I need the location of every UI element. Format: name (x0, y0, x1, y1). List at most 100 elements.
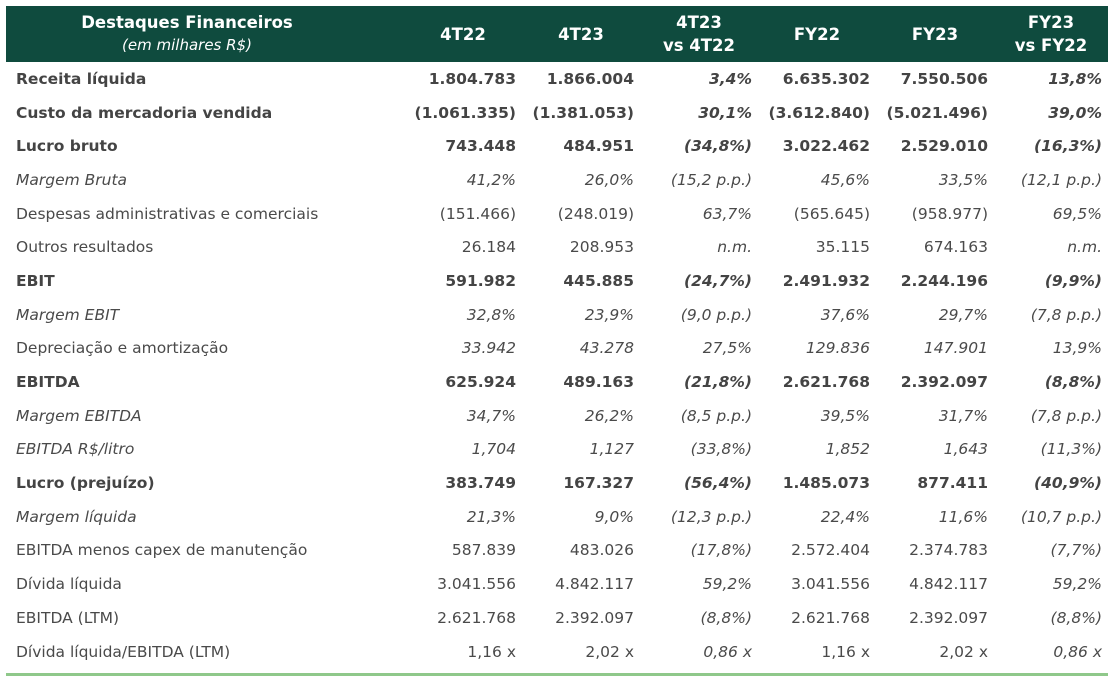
row-value: (15,2 p.p.) (670, 170, 752, 189)
row-value: (7,7%) (1050, 541, 1102, 560)
row-value: 4.842.117 (555, 575, 634, 594)
row-value: 33,5% (938, 170, 988, 189)
row-value: 7.550.506 (900, 69, 988, 88)
row-value: (958.977) (911, 204, 988, 223)
row-value: 1,127 (589, 440, 634, 459)
column-header-line1: 4T23 (558, 24, 604, 44)
column-header-4t23: 4T23 (522, 6, 640, 62)
row-value: (8,8%) (700, 608, 752, 627)
table-row: Custo da mercadoria vendida (1.061.335) (1… (6, 96, 1108, 130)
row-value: 445.885 (563, 271, 634, 290)
row-value: 21,3% (466, 507, 516, 526)
header-title-cell: Destaques Financeiros (em milhares R$) (6, 6, 404, 62)
row-label: Dívida líquida (16, 575, 122, 594)
row-value: 2.244.196 (900, 271, 988, 290)
row-value: 674.163 (923, 238, 988, 257)
row-value: 484.951 (563, 137, 634, 156)
column-header-fy22: FY22 (758, 6, 876, 62)
row-value: 167.327 (563, 474, 634, 493)
table-row: Dívida líquida/EBITDA (LTM) 1,16 x 2,02 x 0… (6, 635, 1108, 669)
column-header-line1: FY23 (911, 24, 959, 44)
row-value: 591.982 (445, 271, 516, 290)
row-value: 743.448 (445, 137, 516, 156)
column-header-4t23-vs-4t22: 4T23 vs 4T22 (640, 6, 758, 62)
row-label: Dívida líquida/EBITDA (LTM) (16, 642, 231, 661)
row-value: 45,6% (820, 170, 870, 189)
table-row: Dívida líquida 3.041.556 4.842.117 59,2% 3.0… (6, 567, 1108, 601)
row-value: 35.115 (815, 238, 870, 257)
row-value: (9,9%) (1044, 271, 1102, 290)
row-value: 26.184 (461, 238, 516, 257)
row-value: 2.392.097 (555, 608, 634, 627)
row-value: 4.842.117 (909, 575, 988, 594)
row-value: (24,7%) (684, 271, 752, 290)
row-value: (17,8%) (690, 541, 752, 560)
row-label: Margem líquida (16, 507, 137, 526)
header-row: Destaques Financeiros (em milhares R$) 4… (6, 6, 1108, 62)
row-label: Receita líquida (16, 69, 147, 88)
row-label: Custo da mercadoria vendida (16, 103, 273, 122)
row-value: 11,6% (938, 507, 988, 526)
row-value: 208.953 (569, 238, 634, 257)
row-value: 33.942 (461, 339, 516, 358)
row-value: 1.804.783 (428, 69, 516, 88)
row-label: Lucro (prejuízo) (16, 474, 155, 493)
row-value: (12,1 p.p.) (1020, 170, 1102, 189)
row-value: 39,5% (820, 406, 870, 425)
row-value: 1,852 (825, 440, 870, 459)
column-header-line2: vs 4T22 (662, 36, 736, 55)
row-value: 2.621.768 (437, 608, 516, 627)
column-header-fy23: FY23 (876, 6, 994, 62)
row-value: 1,643 (943, 440, 988, 459)
row-value: 2.374.783 (909, 541, 988, 560)
row-value: 483.026 (569, 541, 634, 560)
row-value: (12,3 p.p.) (670, 507, 752, 526)
bottom-rule (6, 673, 1108, 676)
financial-highlights-table: Destaques Financeiros (em milhares R$) 4… (6, 6, 1108, 668)
row-value: 2.621.768 (782, 373, 870, 392)
row-value: 877.411 (917, 474, 988, 493)
row-value: (8,5 p.p.) (680, 406, 752, 425)
table-subtitle: (em milhares R$) (122, 36, 252, 54)
row-value: n.m. (1067, 238, 1102, 257)
row-value: (21,8%) (684, 373, 752, 392)
column-header-fy23-vs-fy22: FY23 vs FY22 (994, 6, 1108, 62)
table-title: Destaques Financeiros (81, 13, 293, 32)
row-value: (5.021.496) (886, 103, 988, 122)
row-value: 2.621.768 (791, 608, 870, 627)
row-label: Outros resultados (16, 238, 154, 257)
row-label: Depreciação e amortização (16, 339, 229, 358)
row-value: 26,2% (584, 406, 634, 425)
row-value: 1.485.073 (782, 474, 870, 493)
row-value: 1.866.004 (546, 69, 634, 88)
row-value: 2.572.404 (791, 541, 870, 560)
row-value: 22,4% (820, 507, 870, 526)
row-value: 3.022.462 (782, 137, 870, 156)
table-row: EBITDA 625.924 489.163 (21,8%) 2.621.768 2.39… (6, 365, 1108, 399)
row-label: EBIT (16, 271, 55, 290)
row-value: 3.041.556 (791, 575, 870, 594)
row-value: 41,2% (466, 170, 516, 189)
table-row: Lucro (prejuízo) 383.749 167.327 (56,4%) 1.4… (6, 466, 1108, 500)
row-value: 1,16 x (467, 642, 516, 661)
table-row: Margem Bruta 41,2% 26,0% (15,2 p.p.) 45,6% 33… (6, 163, 1108, 197)
column-header-line1: 4T23 (676, 13, 722, 32)
row-value: 13,9% (1052, 339, 1102, 358)
row-value: (33,8%) (690, 440, 752, 459)
row-value: 3.041.556 (437, 575, 516, 594)
table-row: EBIT 591.982 445.885 (24,7%) 2.491.932 2.244.… (6, 264, 1108, 298)
row-value: 2,02 x (585, 642, 634, 661)
table-row: Outros resultados 26.184 208.953 n.m. 35.115… (6, 230, 1108, 264)
row-value: 3,4% (709, 69, 752, 88)
table-row: EBITDA menos capex de manutenção 587.839 4… (6, 534, 1108, 568)
row-label: EBITDA (LTM) (16, 608, 120, 627)
row-value: 6.635.302 (782, 69, 870, 88)
row-value: 489.163 (563, 373, 634, 392)
row-label: Despesas administrativas e comerciais (16, 204, 319, 223)
column-header-line1: FY23 (1027, 13, 1075, 32)
row-value: (248.019) (557, 204, 634, 223)
row-value: (9,0 p.p.) (680, 305, 752, 324)
row-value: 1,16 x (821, 642, 870, 661)
column-header-line2: vs FY22 (1014, 36, 1088, 55)
